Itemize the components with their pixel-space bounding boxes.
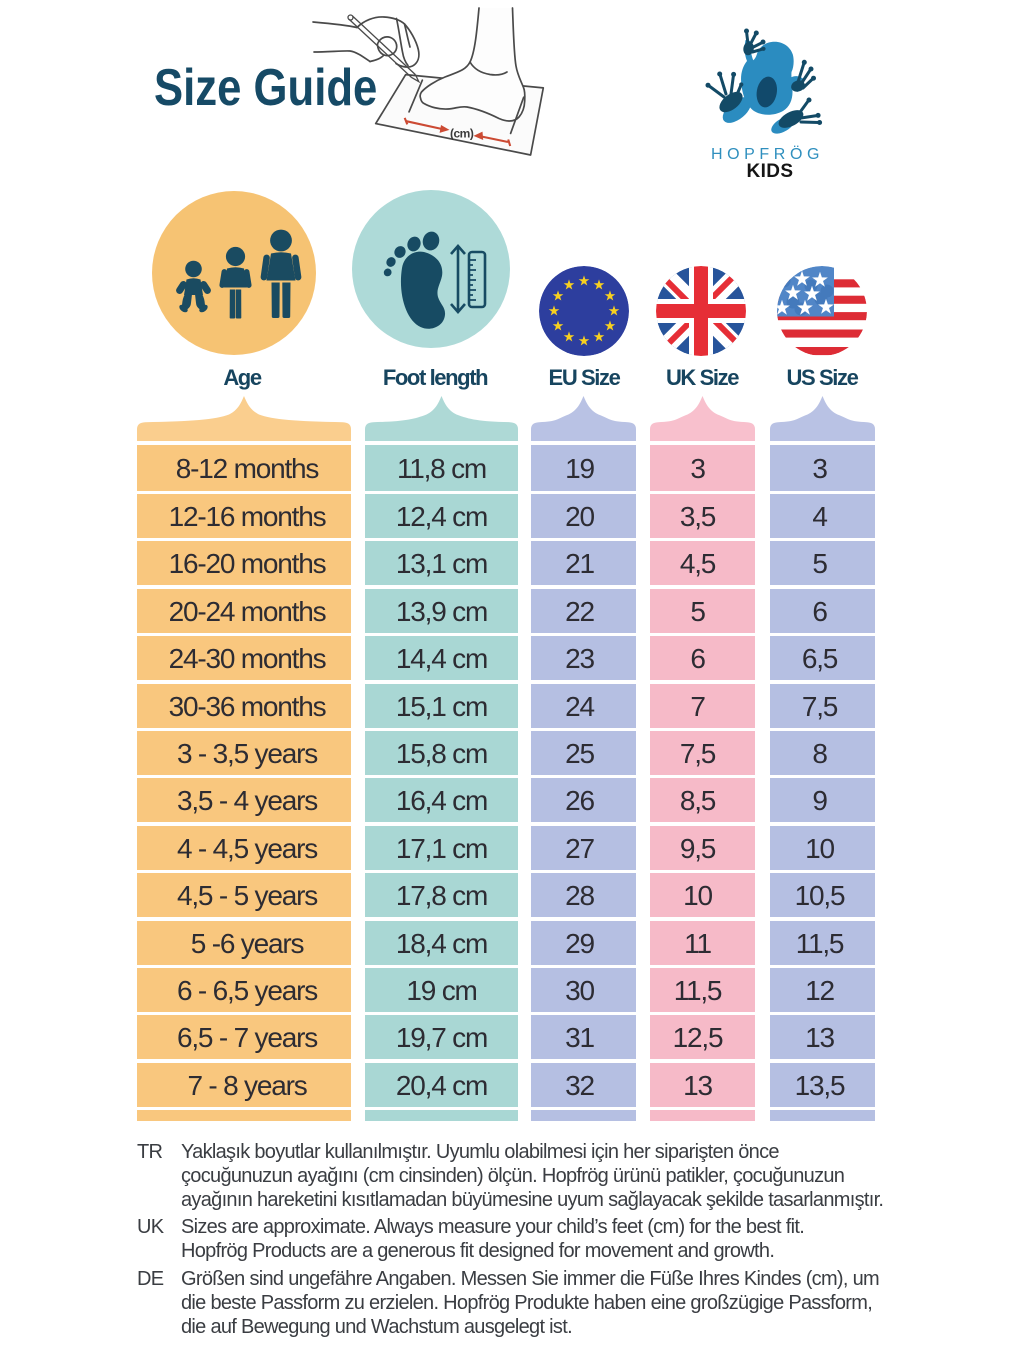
svg-text:KIDS: KIDS <box>747 161 794 182</box>
svg-text:(cm): (cm) <box>450 127 474 141</box>
svg-text:HOPFRÖG: HOPFRÖG <box>711 145 824 163</box>
